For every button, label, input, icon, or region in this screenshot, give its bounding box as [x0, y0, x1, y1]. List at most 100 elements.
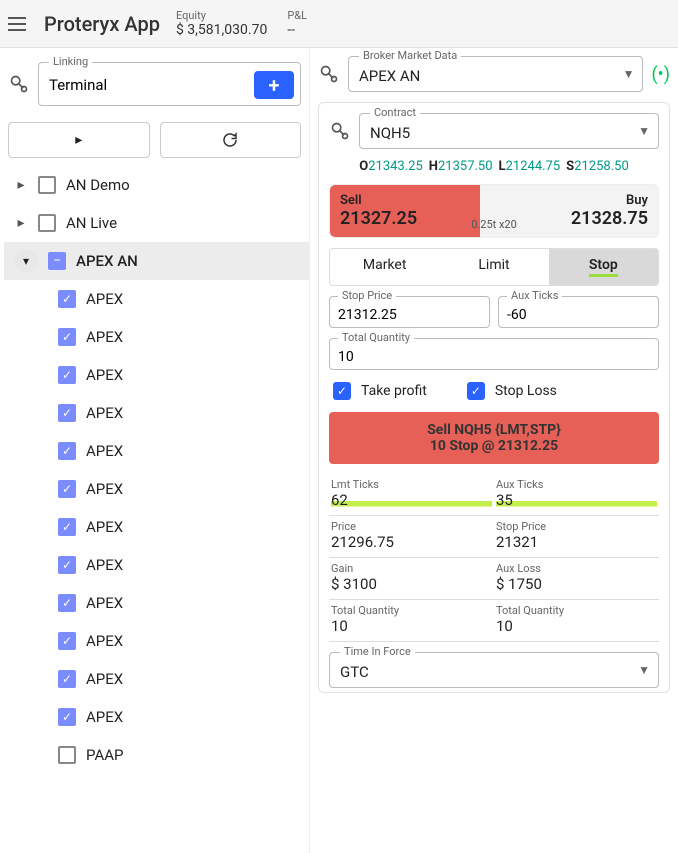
checkbox-checked-icon: ✓	[467, 382, 485, 400]
link-settings-icon[interactable]	[8, 73, 30, 95]
checkbox-checked-icon[interactable]: ✓	[58, 404, 76, 422]
tree-label: APEX	[86, 594, 123, 612]
broker-legend: Broker Market Data	[359, 49, 461, 62]
tree-label: APEX	[86, 708, 123, 726]
take-profit-label: Take profit	[361, 383, 427, 399]
tree-child-row[interactable]: ✓APEX	[4, 622, 309, 660]
tree-child-row[interactable]: ✓ APEX	[4, 584, 309, 622]
stop-loss-label: Stop Loss	[495, 383, 557, 399]
checkbox-checked-icon[interactable]: ✓	[58, 290, 76, 308]
tree-child-row[interactable]: PAAP	[4, 736, 309, 774]
caret-down-icon: ▼	[638, 124, 650, 138]
tree-label: APEX	[86, 328, 123, 346]
stop-loss-checkbox[interactable]: ✓ Stop Loss	[467, 382, 557, 400]
tree-child-row[interactable]: ✓ APEX	[4, 356, 309, 394]
play-button[interactable]: ▸	[8, 122, 150, 158]
submit-order-button[interactable]: Sell NQH5 {LMT,STP} 10 Stop @ 21312.25	[329, 412, 659, 464]
ohls-row: O21343.25 H21357.50 L21244.75 S21258.50	[329, 159, 659, 174]
tab-limit[interactable]: Limit	[439, 249, 548, 285]
tree-label: APEX	[86, 366, 123, 384]
tab-stop[interactable]: Stop	[549, 249, 658, 285]
chevron-right-icon[interactable]: ▸	[14, 215, 28, 231]
sell-buy-toggle: Sell 21327.25 0.25t x20 Buy 21328.75	[329, 184, 659, 238]
right-panel: Broker Market Data APEX AN ▼ (•) Contrac…	[310, 48, 678, 853]
order-summary-grid: Lmt Ticks62 Aux Ticks35 Price21296.75 St…	[329, 474, 659, 642]
tree-child-row[interactable]: ✓ APEX	[4, 660, 309, 698]
broker-settings-icon[interactable]	[318, 63, 340, 85]
tree-label: AN Demo	[66, 176, 130, 194]
top-bar: Proteryx App Equity $ 3,581,030.70 P&L -…	[0, 0, 678, 48]
checkbox-checked-icon[interactable]: ✓	[58, 480, 76, 498]
tab-market[interactable]: Market	[330, 249, 439, 285]
tree-child-row[interactable]: ✓ APEX	[4, 508, 309, 546]
tree-child-row[interactable]: ✓ APEX	[4, 318, 309, 356]
account-tree[interactable]: ▸ AN Demo ▸ AN Live ▾ − APEX AN ✓ APEX ✓ A…	[0, 166, 309, 853]
refresh-button[interactable]	[160, 122, 302, 158]
total-qty-input[interactable]	[338, 349, 650, 365]
stop-price-field[interactable]: Stop Price	[329, 296, 490, 328]
tree-label: APEX AN	[76, 252, 138, 270]
order-line1: Sell NQH5 {LMT,STP}	[339, 422, 649, 438]
checkbox-indeterminate-icon[interactable]: −	[48, 252, 66, 270]
checkbox-icon[interactable]	[38, 214, 56, 232]
order-line2: 10 Stop @ 21312.25	[339, 438, 649, 454]
aux-ticks-field[interactable]: Aux Ticks	[498, 296, 659, 328]
linking-input[interactable]	[49, 76, 254, 94]
tree-child-row[interactable]: ✓ APEX	[4, 280, 309, 318]
tree-label: APEX	[86, 442, 123, 460]
equity-value: $ 3,581,030.70	[176, 22, 267, 38]
contract-settings-icon[interactable]	[329, 120, 351, 142]
chevron-down-icon[interactable]: ▾	[14, 249, 38, 273]
tree-child-row[interactable]: ✓ APEX	[4, 698, 309, 736]
tree-label: AN Live	[66, 214, 117, 232]
checkbox-checked-icon[interactable]: ✓	[58, 518, 76, 536]
tree-label: APEX	[86, 290, 123, 308]
sell-label: Sell	[340, 193, 449, 208]
buy-price: 21328.75	[539, 208, 648, 229]
tree-child-row[interactable]: ✓ APEX	[4, 432, 309, 470]
tree-child-row[interactable]: ✓ APEX	[4, 470, 309, 508]
total-qty-field[interactable]: Total Quantity	[329, 338, 659, 370]
contract-legend: Contract	[370, 106, 420, 119]
checkbox-checked-icon[interactable]: ✓	[58, 670, 76, 688]
tree-label: APEX	[86, 404, 123, 422]
tree-row[interactable]: ▸ AN Live	[4, 204, 309, 242]
tree-label: APEX	[86, 556, 123, 574]
buy-label: Buy	[539, 193, 648, 208]
take-profit-checkbox[interactable]: ✓ Take profit	[333, 382, 427, 400]
linking-field[interactable]: Linking +	[38, 62, 301, 106]
pnl-value: --	[287, 22, 307, 38]
broker-value: APEX AN	[359, 67, 420, 85]
signal-icon: (•)	[651, 64, 670, 85]
checkbox-checked-icon: ✓	[333, 382, 351, 400]
add-linking-button[interactable]: +	[254, 71, 294, 99]
buy-button[interactable]: Buy 21328.75	[529, 185, 658, 237]
sell-button[interactable]: Sell 21327.25	[330, 185, 459, 237]
checkbox-icon[interactable]	[38, 176, 56, 194]
aux-ticks-input[interactable]	[507, 307, 650, 323]
tree-row[interactable]: ▸ AN Demo	[4, 166, 309, 204]
checkbox-checked-icon[interactable]: ✓	[58, 594, 76, 612]
linking-legend: Linking	[49, 55, 92, 68]
tree-label: APEX	[86, 670, 123, 688]
checkbox-icon[interactable]	[58, 746, 76, 764]
tree-child-row[interactable]: ✓ APEX	[4, 394, 309, 432]
contract-select[interactable]: Contract NQH5 ▼	[359, 113, 659, 149]
broker-select[interactable]: Broker Market Data APEX AN ▼	[348, 56, 643, 92]
checkbox-checked-icon[interactable]: ✓	[58, 328, 76, 346]
tif-select[interactable]: Time In Force GTC ▼	[329, 652, 659, 688]
tree-label: APEX	[86, 480, 123, 498]
tree-child-row[interactable]: ✓ APEX	[4, 546, 309, 584]
checkbox-checked-icon[interactable]: ✓	[58, 366, 76, 384]
tree-label: APEX	[86, 518, 123, 536]
stop-price-input[interactable]	[338, 307, 481, 323]
checkbox-checked-icon[interactable]: ✓	[58, 708, 76, 726]
checkbox-checked-icon[interactable]: ✓	[58, 632, 76, 650]
tree-row[interactable]: ▾ − APEX AN	[4, 242, 309, 280]
order-panel: Contract NQH5 ▼ O21343.25 H21357.50 L212…	[318, 102, 670, 693]
checkbox-checked-icon[interactable]: ✓	[58, 442, 76, 460]
chevron-right-icon[interactable]: ▸	[14, 177, 28, 193]
pnl-block: P&L --	[287, 9, 307, 38]
menu-icon[interactable]	[8, 12, 32, 36]
checkbox-checked-icon[interactable]: ✓	[58, 556, 76, 574]
